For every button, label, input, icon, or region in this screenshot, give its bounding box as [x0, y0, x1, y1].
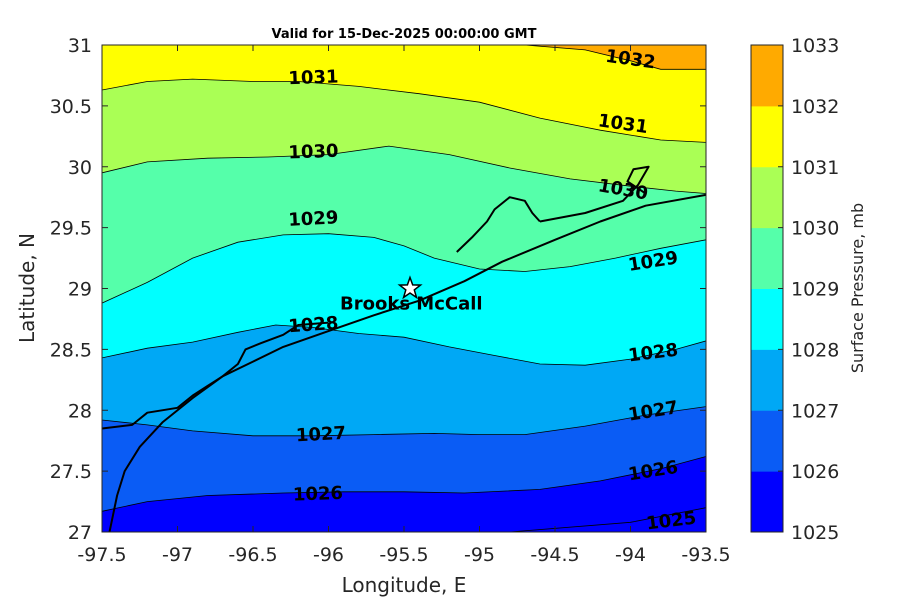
- contour-line-1031: [102, 78, 706, 143]
- colorbar-swatch-1032: [751, 45, 783, 107]
- contour-line-1032: [524, 45, 706, 70]
- colorbar: 1025 1026 1027 1028 1029 1030 1031 1032 1033: [750, 35, 839, 544]
- colorbar-swatch-1026: [751, 410, 783, 472]
- x-tick-label: -94.5: [530, 544, 579, 566]
- y-tick-label: 29.5: [50, 218, 92, 240]
- y-axis-label: Latitude, N: [15, 233, 39, 343]
- colorbar-tick-label: 1029: [791, 279, 839, 301]
- colorbar-swatch-1025: [751, 471, 783, 533]
- y-tick-label: 28.5: [50, 339, 92, 361]
- coastline-segment-2: [456, 196, 541, 253]
- x-tick-label: -97.5: [77, 544, 126, 566]
- colorbar-tick-label: 1031: [791, 157, 839, 179]
- y-tick-label: 27: [68, 522, 92, 544]
- y-tick-label: 31: [68, 35, 92, 57]
- y-tick-label: 29: [68, 279, 92, 301]
- contour-label-1026-west: 1026: [293, 483, 344, 506]
- contour-label-1025: 1025: [645, 508, 697, 535]
- contour-label-1029-west: 1029: [288, 207, 339, 231]
- colorbar-tick-label: 1032: [791, 96, 839, 118]
- colorbar-swatch-1030: [751, 166, 783, 229]
- contour-line-1026: [102, 456, 706, 512]
- contour-line-1027: [102, 406, 706, 437]
- colorbar-swatch-1028: [751, 288, 783, 350]
- x-tick-label: -93.5: [681, 544, 730, 566]
- y-tick-label: 30: [68, 157, 92, 179]
- colorbar-tick-label: 1030: [791, 218, 839, 240]
- y-tick-label: 28: [68, 400, 92, 422]
- plot-area: 1025102610261027102710281028102910291030…: [102, 45, 706, 535]
- x-tick-label: -96: [313, 544, 344, 566]
- band-1031: [102, 45, 706, 143]
- x-tick-label: -97: [162, 544, 193, 566]
- colorbar-tick-label: 1026: [791, 461, 839, 483]
- x-axis-label: Longitude, E: [342, 573, 467, 597]
- contour-line-1030: [102, 145, 706, 194]
- station-star-icon: [397, 275, 423, 300]
- x-tick-label: -95: [464, 544, 495, 566]
- coastline-segment-3: [539, 165, 650, 223]
- station-label: Brooks McCall: [340, 294, 483, 315]
- contour-label-1028-west: 1028: [288, 313, 339, 337]
- colorbar-tick-label: 1025: [791, 522, 839, 544]
- contour-line-1028: [102, 324, 706, 366]
- y-axis-ticks: 27 27.5 28 28.5 29 29.5 30 30.5 31: [50, 35, 706, 544]
- contour-line-1029: [102, 233, 706, 304]
- colorbar-swatch-1027: [751, 349, 783, 411]
- colorbar-tick-label: 1027: [791, 400, 839, 422]
- contour-line-1025: [498, 507, 706, 532]
- coastline-segment-0: [108, 193, 706, 532]
- contour-label-1030-west: 1030: [288, 141, 339, 164]
- y-tick-label: 27.5: [50, 461, 92, 483]
- colorbar-tick-label: 1033: [791, 35, 839, 57]
- contour-label-1031-west: 1031: [288, 67, 339, 90]
- colorbar-swatch-1031: [751, 105, 783, 168]
- colorbar-label: Surface Pressure, mb: [848, 203, 867, 373]
- chart-title: Valid for 15-Dec-2025 00:00:00 GMT: [272, 27, 537, 42]
- x-tick-label: -95.5: [379, 544, 428, 566]
- x-axis-ticks: -97.5 -97 -96.5 -96 -95.5 -95 -94.5 -94 -93.5: [77, 45, 731, 566]
- x-tick-label: -96.5: [228, 544, 277, 566]
- x-tick-label: -94: [615, 544, 646, 566]
- contour-label-1027-west: 1027: [295, 423, 346, 447]
- colorbar-swatch-1029: [751, 227, 783, 289]
- coastline-segment-1: [102, 321, 329, 430]
- colorbar-tick-label: 1028: [791, 339, 839, 361]
- y-tick-label: 30.5: [50, 96, 92, 118]
